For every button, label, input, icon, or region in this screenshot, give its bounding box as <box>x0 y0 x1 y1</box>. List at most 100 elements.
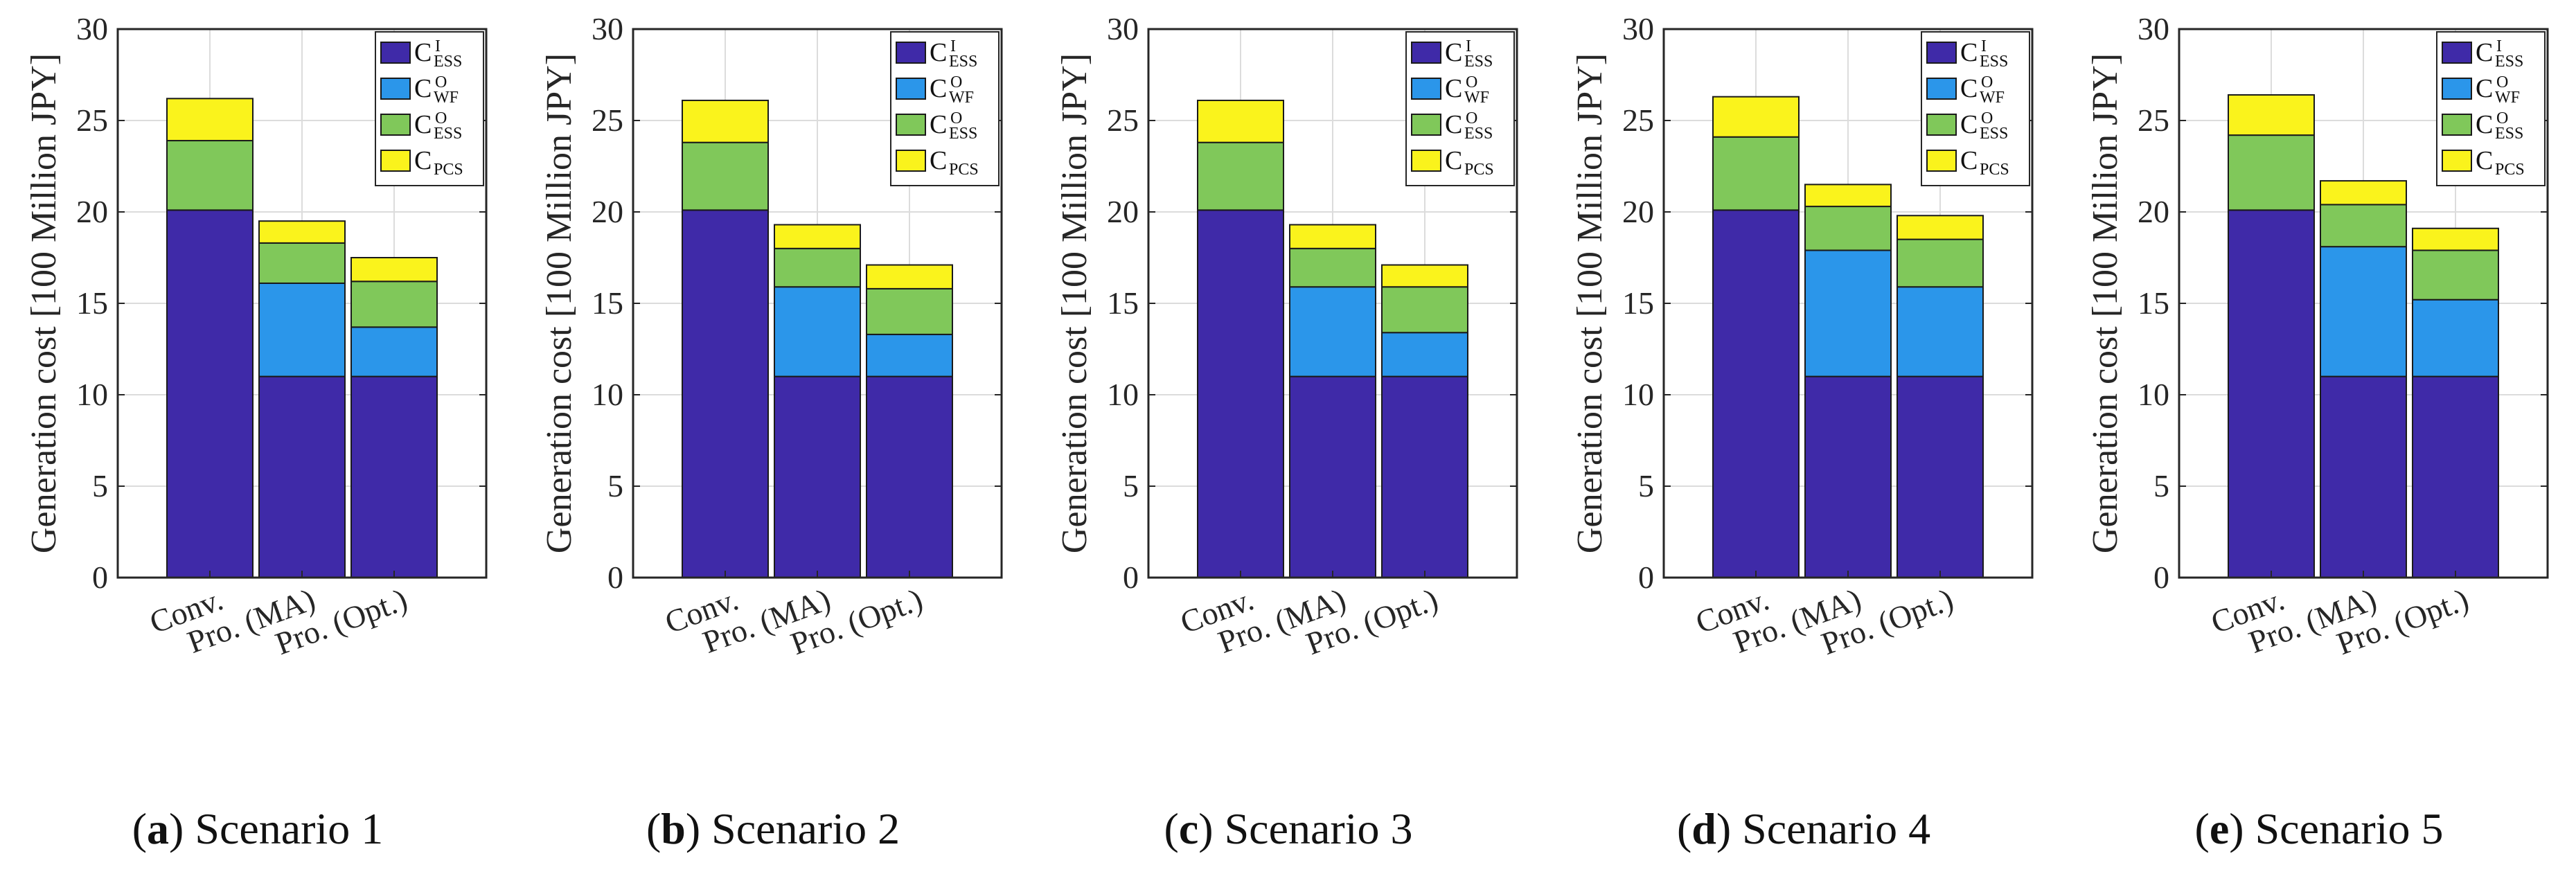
bar-segment-ess-o <box>1804 206 1892 251</box>
y-tick-label: 10 <box>76 377 108 412</box>
legend-entry-wf-o: C O WF <box>896 73 974 107</box>
bar-segment-ess-o <box>1289 247 1376 288</box>
legend-entry-wf-o: C O WF <box>2442 73 2520 107</box>
caption-letter: d <box>1691 804 1716 853</box>
legend-swatch <box>380 150 411 172</box>
legend-label: C O WF <box>414 73 459 107</box>
bar-segment-pcs <box>682 99 769 143</box>
bar-segment-pcs <box>2320 180 2407 206</box>
bar-segment-wf-o <box>1804 249 1892 377</box>
y-tick-label: 5 <box>2153 468 2169 503</box>
bar-segment-pcs <box>1804 184 1892 208</box>
y-tick-label: 10 <box>1622 377 1654 412</box>
y-tick-label: 20 <box>2138 194 2169 229</box>
caption-c: (c) Scenario 3 <box>1164 804 1413 853</box>
caption-text: Scenario 3 <box>1224 804 1413 853</box>
legend-label: C O WF <box>930 73 974 107</box>
legend-label: C O ESS <box>1960 109 2008 143</box>
y-tick-label: 25 <box>76 102 108 138</box>
y-tick-label: 15 <box>2138 285 2169 321</box>
bar-segment-ess-i <box>258 375 346 578</box>
legend-entry-ess-o: C O ESS <box>2442 109 2523 143</box>
legend-entry-pcs: C PCS <box>896 146 979 179</box>
bar-segment-ess-o <box>1381 286 1468 334</box>
bar-segment-ess-o <box>682 141 769 211</box>
y-tick-label: 10 <box>2138 377 2169 412</box>
caption-text: Scenario 2 <box>711 804 900 853</box>
legend-entry-pcs: C PCS <box>1411 146 1494 179</box>
legend-swatch <box>380 114 411 136</box>
bar-segment-wf-o <box>2412 298 2499 377</box>
y-tick-label: 30 <box>592 11 623 46</box>
caption-b: (b) Scenario 2 <box>646 804 900 853</box>
legend-swatch <box>1411 114 1441 136</box>
bar-segment-ess-o <box>1712 136 1800 211</box>
legend-swatch <box>1411 78 1441 100</box>
legend-swatch <box>2442 150 2472 172</box>
legend-swatch <box>1411 42 1441 64</box>
bar-segment-ess-i <box>1897 375 1984 578</box>
legend-entry-ess-i: C I ESS <box>2442 37 2523 71</box>
y-axis-title: Generation cost [100 Million JPY] <box>1570 53 1610 553</box>
legend-swatch <box>896 42 926 64</box>
bar-segment-pcs <box>1381 264 1468 288</box>
bar-segment-ess-o <box>2228 134 2315 211</box>
bar-segment-pcs <box>166 98 254 142</box>
legend-label: C I ESS <box>414 37 462 71</box>
bar-segment-pcs <box>2412 227 2499 251</box>
legend-label: C PCS <box>930 146 979 179</box>
legend-entry-ess-i: C I ESS <box>896 37 977 71</box>
bar-segment-pcs <box>350 257 438 283</box>
y-tick-label: 20 <box>592 194 623 229</box>
caption-letter: b <box>661 804 686 853</box>
y-tick-label: 25 <box>592 102 623 138</box>
legend-swatch <box>1926 150 1957 172</box>
caption-letter: c <box>1178 804 1199 853</box>
legend-label: C O ESS <box>1445 109 1493 143</box>
legend-label: C I ESS <box>1960 37 2008 71</box>
y-tick-label: 25 <box>1622 102 1654 138</box>
caption-letter: e <box>2209 804 2230 853</box>
y-tick-label: 20 <box>76 194 108 229</box>
bar-segment-wf-o <box>1289 286 1376 377</box>
bar-segment-pcs <box>866 264 953 289</box>
bar-segment-ess-i <box>1289 375 1376 578</box>
legend-entry-ess-i: C I ESS <box>380 37 462 71</box>
bar-segment-ess-i <box>1804 375 1892 578</box>
legend-label: C O ESS <box>414 109 462 143</box>
legend-swatch <box>380 78 411 100</box>
bar-segment-ess-o <box>2412 249 2499 301</box>
y-tick-label: 5 <box>92 468 108 503</box>
bar-segment-pcs <box>1712 96 1800 138</box>
legend-entry-ess-i: C I ESS <box>1926 37 2008 71</box>
y-tick-label: 10 <box>1107 377 1139 412</box>
y-axis-title: Generation cost [100 Million JPY] <box>1055 53 1094 553</box>
bar-segment-ess-i <box>682 209 769 578</box>
caption-e: (e) Scenario 5 <box>2194 804 2444 853</box>
bar-segment-pcs <box>258 220 346 244</box>
caption-text: Scenario 4 <box>1742 804 1931 853</box>
caption-text: Scenario 5 <box>2255 804 2444 853</box>
y-tick-label: 20 <box>1622 194 1654 229</box>
y-tick-label: 20 <box>1107 194 1139 229</box>
bar-segment-pcs <box>1289 224 1376 249</box>
legend-swatch <box>2442 114 2472 136</box>
bar-segment-ess-o <box>774 247 861 288</box>
caption-letter: a <box>147 804 170 853</box>
y-tick-label: 25 <box>2138 102 2169 138</box>
bar-segment-ess-o <box>2320 204 2407 248</box>
bar-segment-ess-i <box>866 375 953 578</box>
bar-segment-ess-i <box>1712 209 1800 578</box>
bar-segment-pcs <box>1897 215 1984 240</box>
bar-segment-ess-i <box>1381 375 1468 578</box>
bar-segment-wf-o <box>774 286 861 377</box>
bar-segment-wf-o <box>350 326 438 377</box>
legend-label: C O WF <box>1445 73 1489 107</box>
y-axis-title: Generation cost [100 Million JPY] <box>24 53 64 553</box>
